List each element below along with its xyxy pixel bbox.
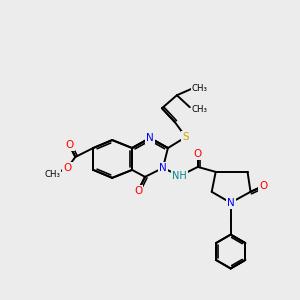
Text: CH₃: CH₃ (192, 84, 208, 93)
Text: N: N (227, 198, 235, 208)
Text: O: O (65, 140, 74, 150)
Text: N: N (159, 163, 167, 173)
Text: O: O (134, 186, 142, 196)
Text: CH₃: CH₃ (192, 105, 208, 114)
Text: O: O (63, 163, 71, 173)
Text: CH₃: CH₃ (44, 170, 61, 179)
Text: N: N (146, 133, 154, 143)
Text: NH: NH (172, 171, 187, 181)
Text: O: O (259, 181, 268, 191)
Text: O: O (194, 149, 202, 159)
Text: S: S (182, 132, 189, 142)
